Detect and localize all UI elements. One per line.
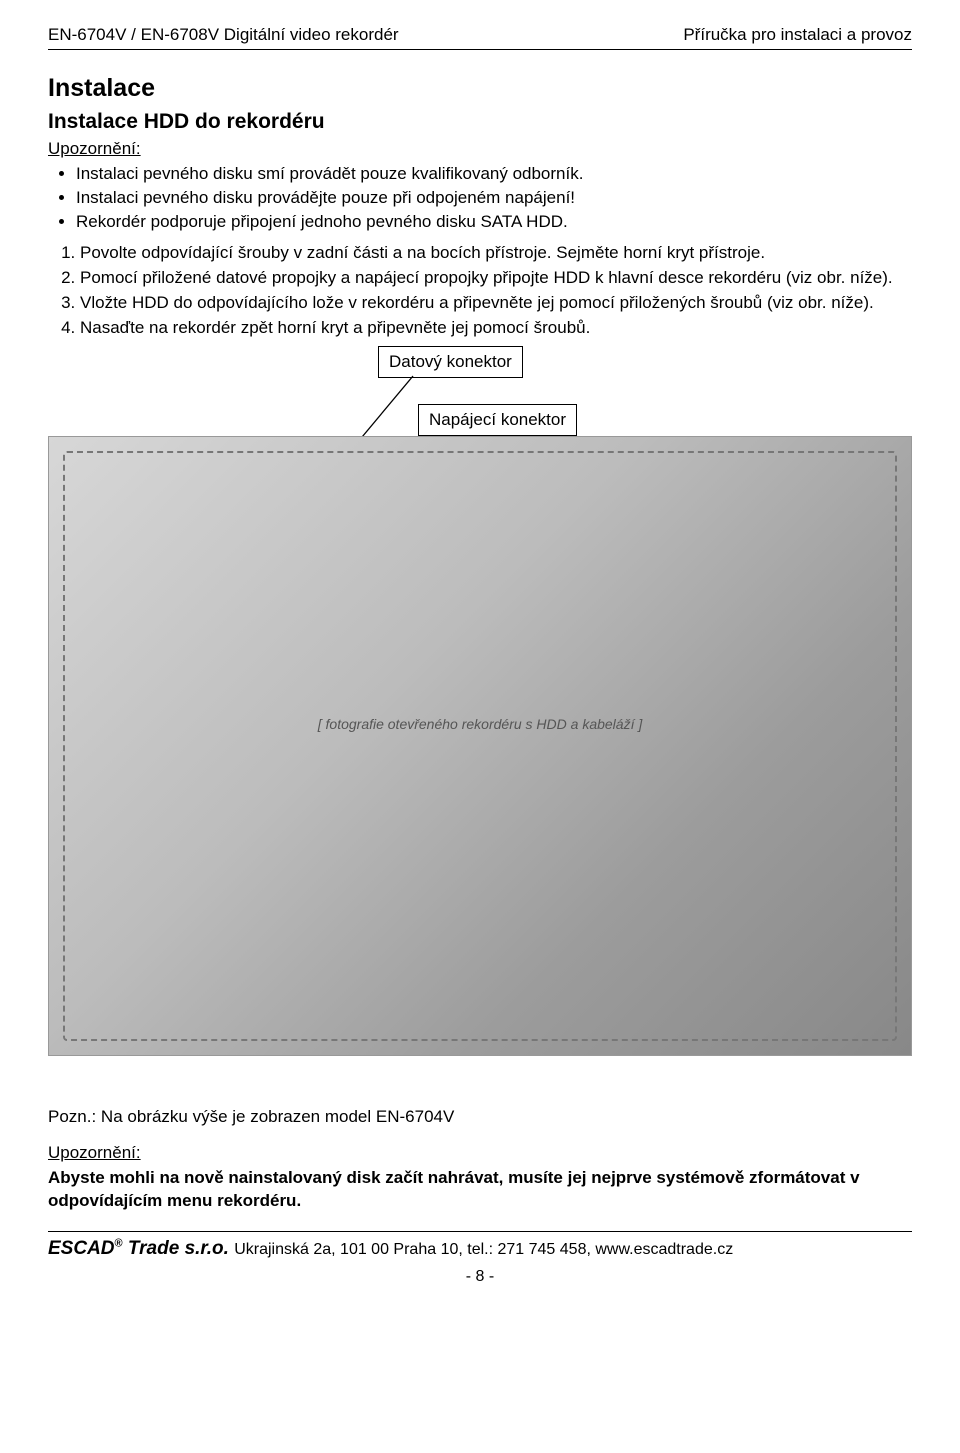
footer-brand: ESCAD® Trade s.r.o. — [48, 1238, 234, 1259]
step-item: Nasaďte na rekordér zpět horní kryt a př… — [80, 317, 912, 340]
format-warning: Upozornění: Abyste mohli na nově nainsta… — [48, 1142, 912, 1213]
bullet-item: Instalaci pevného disku smí provádět pou… — [76, 163, 912, 186]
section-title: Instalace — [48, 72, 912, 106]
bullet-item: Rekordér podporuje připojení jednoho pev… — [76, 211, 912, 234]
header-right: Příručka pro instalaci a provoz — [683, 24, 912, 47]
footer-brand-name: ESCAD — [48, 1238, 115, 1259]
device-photo: [ fotografie otevřeného rekordéru s HDD … — [48, 436, 912, 1056]
bullet-item: Instalaci pevného disku provádějte pouze… — [76, 187, 912, 210]
warning-text: Abyste mohli na nově nainstalovaný disk … — [48, 1167, 912, 1213]
warning-label: Upozornění: — [48, 138, 912, 161]
device-photo-caption: [ fotografie otevřeného rekordéru s HDD … — [49, 715, 911, 734]
section-subtitle: Instalace HDD do rekordéru — [48, 108, 912, 136]
install-steps: Povolte odpovídající šrouby v zadní část… — [48, 242, 912, 340]
step-item: Pomocí přiložené datové propojky a napáj… — [80, 267, 912, 290]
footer-address: Ukrajinská 2a, 101 00 Praha 10, tel.: 27… — [234, 1241, 733, 1258]
callout-power-connector: Napájecí konektor — [418, 404, 577, 437]
header-left: EN-6704V / EN-6708V Digitální video reko… — [48, 24, 399, 47]
page-number: - 8 - — [48, 1266, 912, 1288]
callout-diagram: Datový konektor Napájecí konektor — [48, 346, 912, 436]
step-item: Povolte odpovídající šrouby v zadní část… — [80, 242, 912, 265]
step-item: Vložte HDD do odpovídajícího lože v reko… — [80, 292, 912, 315]
footer-line: ESCAD® Trade s.r.o. Ukrajinská 2a, 101 0… — [48, 1236, 912, 1262]
page-header: EN-6704V / EN-6708V Digitální video reko… — [48, 24, 912, 50]
registered-icon: ® — [115, 1238, 123, 1250]
model-note: Pozn.: Na obrázku výše je zobrazen model… — [48, 1106, 912, 1129]
warning-bullets: Instalaci pevného disku smí provádět pou… — [48, 163, 912, 234]
page-footer: ESCAD® Trade s.r.o. Ukrajinská 2a, 101 0… — [48, 1231, 912, 1287]
warning-label-2: Upozornění: — [48, 1142, 912, 1165]
footer-brand-suffix: Trade s.r.o. — [123, 1238, 229, 1259]
